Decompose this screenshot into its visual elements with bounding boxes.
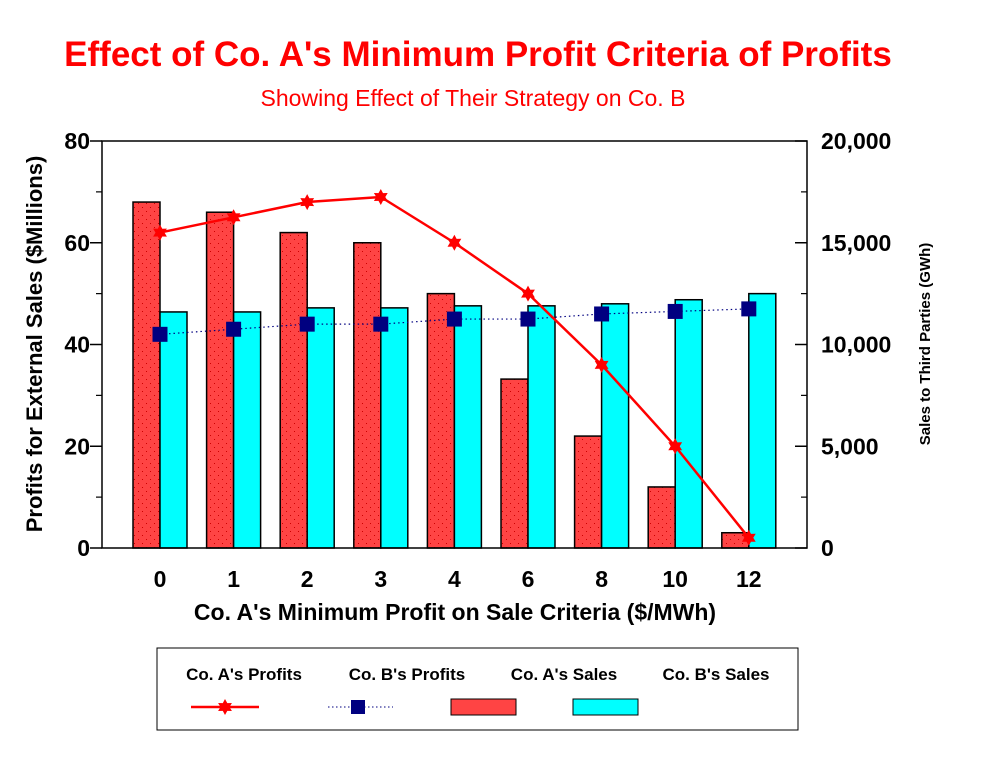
x-tick-label: 8 — [595, 566, 608, 592]
legend-bar-swatch — [572, 698, 639, 716]
point-co-b-profits — [667, 303, 683, 319]
point-co-b-profits — [152, 326, 168, 342]
bar-co-a-sales — [353, 242, 382, 549]
point-co-b-profits — [299, 316, 315, 332]
legend: Co. A's Profits Co. B's Profits Co. A's … — [156, 647, 799, 731]
y2-axis-title: Sales to Third Parties (GWh) — [917, 243, 934, 446]
bar-co-a-sales — [205, 211, 235, 549]
right-axis: 0 5,000 10,000 15,000 20,000 — [795, 128, 891, 561]
star-marker-icon — [218, 699, 232, 715]
y2-tick-label: 15,000 — [821, 230, 891, 256]
point-co-b-profits — [226, 321, 242, 337]
lines-layer — [152, 189, 757, 546]
legend-box — [156, 647, 799, 731]
legend-label: Co. A's Profits — [186, 665, 302, 684]
bar-co-b-sales — [453, 305, 483, 549]
point-co-b-profits — [520, 311, 536, 327]
x-axis: 0 1 2 3 4 6 8 10 12 — [154, 566, 762, 592]
bar-co-b-sales — [306, 307, 335, 549]
point-co-a-profits — [447, 234, 462, 251]
x-tick-label: 3 — [374, 566, 387, 592]
y2-tick-label: 10,000 — [821, 332, 891, 358]
legend-item-co-a-sales: Co. A's Sales — [450, 665, 617, 716]
x-tick-label: 6 — [522, 566, 535, 592]
point-co-a-profits — [521, 285, 535, 302]
bar-co-b-sales — [600, 303, 630, 549]
y2-tick-label: 20,000 — [821, 128, 891, 154]
bar-co-a-sales — [132, 201, 161, 549]
point-co-a-profits — [226, 209, 241, 226]
bars-layer — [132, 201, 777, 549]
bar-co-b-sales — [674, 298, 703, 549]
y2-tick-label: 0 — [821, 535, 834, 561]
legend-label: Co. B's Profits — [349, 665, 465, 684]
point-co-a-profits — [668, 438, 683, 455]
chart-title: Effect of Co. A's Minimum Profit Criteri… — [64, 35, 892, 74]
point-co-a-profits — [373, 189, 388, 205]
y-tick-label: 20 — [64, 433, 90, 459]
left-axis: 0 20 40 60 80 — [64, 128, 102, 561]
bar-co-b-sales — [232, 311, 262, 549]
chart-subtitle: Showing Effect of Their Strategy on Co. … — [261, 85, 686, 111]
legend-item-co-b-profits: Co. B's Profits — [328, 665, 465, 714]
point-co-b-profits — [594, 306, 610, 322]
y-tick-label: 0 — [77, 535, 90, 561]
x-tick-label: 10 — [662, 566, 688, 592]
point-co-b-profits — [373, 316, 389, 332]
x-tick-label: 0 — [154, 566, 167, 592]
bar-co-b-sales — [380, 307, 409, 549]
x-tick-label: 1 — [227, 566, 240, 592]
bar-co-a-sales — [573, 435, 603, 549]
x-tick-label: 12 — [736, 566, 762, 592]
y2-tick-label: 5,000 — [821, 433, 879, 459]
legend-label: Co. B's Sales — [662, 665, 769, 684]
bar-co-a-sales — [500, 378, 529, 549]
point-co-a-profits — [300, 194, 315, 211]
y-tick-label: 40 — [64, 332, 90, 358]
x-tick-label: 2 — [301, 566, 314, 592]
bar-co-a-sales — [426, 292, 456, 549]
y-tick-label: 60 — [64, 230, 90, 256]
bar-co-a-sales — [279, 231, 308, 549]
square-marker-icon — [351, 700, 365, 714]
legend-label: Co. A's Sales — [511, 665, 617, 684]
point-co-b-profits — [741, 301, 757, 317]
bar-co-a-sales — [647, 486, 676, 549]
bar-co-b-sales — [748, 292, 777, 549]
x-tick-label: 4 — [448, 566, 461, 592]
x-axis-title: Co. A's Minimum Profit on Sale Criteria … — [194, 599, 716, 625]
point-co-b-profits — [446, 311, 462, 327]
y-tick-label: 80 — [64, 128, 90, 154]
point-co-a-profits — [153, 224, 167, 241]
bar-co-b-sales — [159, 311, 188, 549]
y-axis-title: Profits for External Sales ($Millions) — [22, 156, 47, 533]
point-co-a-profits — [594, 356, 609, 373]
bar-co-b-sales — [527, 305, 556, 549]
legend-item-co-b-sales: Co. B's Sales — [572, 665, 770, 716]
line-co-b-profits — [159, 308, 749, 335]
legend-bar-swatch — [450, 698, 517, 716]
legend-item-co-a-profits: Co. A's Profits — [186, 665, 302, 715]
point-co-a-profits — [741, 529, 756, 546]
